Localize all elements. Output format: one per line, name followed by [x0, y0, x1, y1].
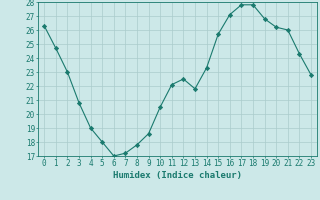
X-axis label: Humidex (Indice chaleur): Humidex (Indice chaleur)	[113, 171, 242, 180]
